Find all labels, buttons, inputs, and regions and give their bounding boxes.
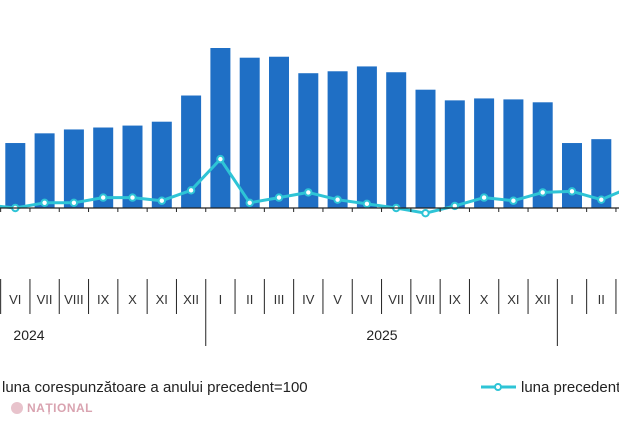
line-point (69, 198, 79, 208)
x-tick-label: XII (183, 292, 199, 307)
x-tick-label: XII (535, 292, 551, 307)
bar (63, 129, 84, 208)
x-tick-label: VI (361, 292, 373, 307)
bar (386, 72, 407, 208)
line-point (479, 193, 489, 202)
x-tick-label: X (480, 292, 489, 307)
x-tick-label: II (246, 292, 253, 307)
x-tick-label: XI (156, 292, 168, 307)
x-tick-label: X (128, 292, 137, 307)
line-point (304, 188, 313, 197)
line-point (186, 186, 196, 195)
x-tick-label: VIII (416, 292, 436, 307)
bar (415, 89, 436, 208)
bar (181, 95, 202, 208)
bar (444, 100, 465, 208)
bar (122, 125, 143, 208)
line-point (567, 187, 577, 196)
line-point (157, 196, 167, 205)
bar (298, 73, 319, 208)
line-point (597, 195, 606, 204)
x-tick-label: IX (97, 292, 110, 307)
bar (327, 71, 348, 208)
line-point (40, 198, 49, 208)
line-point (362, 199, 372, 209)
bar (356, 66, 377, 208)
bar-series (5, 48, 612, 209)
line-point (509, 196, 518, 205)
legend-label-line: luna precedentă=100 (521, 379, 619, 396)
line-point (128, 193, 137, 202)
bar (210, 48, 231, 208)
watermark-text: NAȚIONAL (27, 401, 93, 415)
year-label: 2025 (366, 327, 397, 343)
bar (34, 133, 55, 208)
line-point (538, 188, 547, 197)
bar (93, 127, 114, 208)
x-tick-label: IV (302, 292, 315, 307)
x-tick-label: V (333, 292, 342, 307)
legend: luna corespunzătoare a anului precedent=… (2, 379, 619, 396)
bar (474, 98, 495, 208)
x-tick-label: VIII (64, 292, 84, 307)
x-tick-label: VI (9, 292, 21, 307)
bar (151, 121, 172, 208)
legend-label-bars: luna corespunzătoare a anului precedent=… (2, 379, 308, 396)
x-tick-label: VII (37, 292, 53, 307)
year-label: 2024 (13, 327, 44, 343)
x-tick-label: XI (507, 292, 519, 307)
bar (562, 143, 582, 208)
x-tick-label: I (219, 292, 223, 307)
x-tick-label: III (274, 292, 285, 307)
bar (239, 57, 260, 209)
bar (591, 139, 612, 208)
x-axis: VI VII VIII IX X XI XII I II III IV V VI VII VIII IX X XI… (0, 207, 619, 346)
line-point (421, 209, 430, 218)
line-point (274, 193, 284, 202)
watermark-logo-icon (11, 402, 23, 414)
line-point (99, 193, 108, 202)
bar (269, 56, 289, 209)
line-point (216, 154, 225, 164)
watermark: NAȚIONAL (11, 401, 93, 415)
line-point (333, 195, 342, 204)
x-tick-label: VII (388, 292, 404, 307)
x-tick-label: II (598, 292, 605, 307)
line-point (245, 198, 254, 208)
bar (5, 143, 26, 208)
bar (503, 99, 524, 208)
x-tick-label: IX (449, 292, 462, 307)
x-tick-label: I (570, 292, 574, 307)
legend-marker (494, 383, 502, 391)
bar (532, 102, 553, 208)
